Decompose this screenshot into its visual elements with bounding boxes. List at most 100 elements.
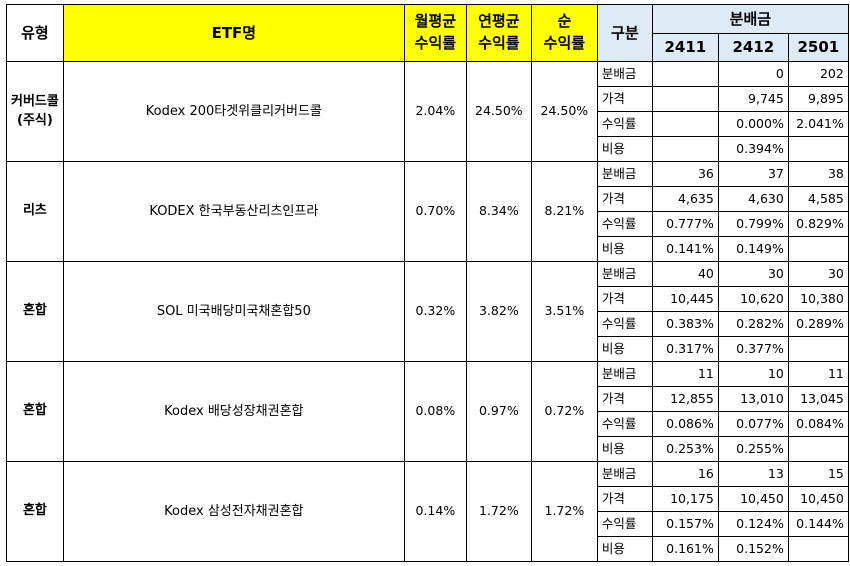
value-cell bbox=[787, 436, 849, 462]
fund-type-line: 커버드콜 bbox=[11, 93, 59, 109]
fund-row: 수익률 0.000% 2.041% bbox=[7, 111, 849, 137]
fund-row: 비용 0.317% 0.377% bbox=[7, 336, 849, 362]
row-label: 비용 bbox=[596, 136, 653, 162]
row-label: 분배금 bbox=[596, 261, 653, 287]
row-label: 비용 bbox=[596, 236, 653, 262]
value-cell: 0.777% bbox=[651, 211, 719, 237]
header-net-return: 순 수익률 bbox=[530, 4, 598, 62]
annual-return: 3.82% bbox=[465, 261, 532, 362]
header-type: 유형 bbox=[6, 4, 64, 62]
row-label: 분배금 bbox=[596, 61, 653, 87]
value-cell: 4,585 bbox=[787, 186, 849, 212]
value-cell: 15 bbox=[787, 461, 849, 487]
row-label: 가격 bbox=[596, 386, 653, 412]
value-cell: 0.141% bbox=[651, 236, 719, 262]
header-monthly-line2: 수익률 bbox=[414, 34, 457, 52]
net-return: 1.72% bbox=[530, 461, 598, 562]
fund-type: 리츠 bbox=[6, 161, 64, 262]
value-cell: 0.161% bbox=[651, 536, 719, 562]
row-label: 수익률 bbox=[596, 411, 653, 437]
value-cell: 0.829% bbox=[787, 211, 849, 237]
value-cell: 9,745 bbox=[717, 86, 789, 112]
header-month-2501: 2501 bbox=[787, 33, 849, 62]
row-label: 가격 bbox=[596, 186, 653, 212]
value-cell: 0.282% bbox=[717, 311, 789, 337]
monthly-return: 0.32% bbox=[403, 261, 467, 362]
value-cell: 10 bbox=[717, 361, 789, 387]
header-annual-return: 연평균 수익률 bbox=[465, 4, 532, 62]
value-cell: 9,895 bbox=[787, 86, 849, 112]
fund-name: Kodex 삼성전자채권혼합 bbox=[62, 461, 405, 562]
value-cell: 2.041% bbox=[787, 111, 849, 137]
value-cell: 0.253% bbox=[651, 436, 719, 462]
monthly-return: 0.08% bbox=[403, 361, 467, 462]
value-cell bbox=[787, 536, 849, 562]
value-cell: 0.124% bbox=[717, 511, 789, 537]
fund-row: 비용 0.161% 0.152% bbox=[7, 536, 849, 562]
value-cell bbox=[787, 136, 849, 162]
value-cell bbox=[651, 136, 719, 162]
row-label: 비용 bbox=[596, 336, 653, 362]
value-cell: 0.317% bbox=[651, 336, 719, 362]
value-cell: 40 bbox=[651, 261, 719, 287]
header-category: 구분 bbox=[596, 4, 653, 62]
fund-type: 혼합 bbox=[6, 361, 64, 462]
value-cell: 30 bbox=[787, 261, 849, 287]
value-cell: 10,620 bbox=[717, 286, 789, 312]
header-month-2412: 2412 bbox=[717, 33, 789, 62]
fund-type-line: 리츠 bbox=[22, 203, 47, 219]
fund-name: Kodex 배당성장채권혼합 bbox=[62, 361, 405, 462]
net-return: 24.50% bbox=[530, 61, 598, 162]
fund-type-line: (주식) bbox=[17, 112, 53, 128]
value-cell: 0 bbox=[717, 61, 789, 87]
value-cell: 202 bbox=[787, 61, 849, 87]
value-cell: 0.394% bbox=[717, 136, 789, 162]
value-cell: 36 bbox=[651, 161, 719, 187]
value-cell: 4,635 bbox=[651, 186, 719, 212]
fund-name: SOL 미국배당미국채혼합50 bbox=[62, 261, 405, 362]
row-label: 수익률 bbox=[596, 211, 653, 237]
fund-row: 비용 0.253% 0.255% bbox=[7, 436, 849, 462]
row-label: 수익률 bbox=[596, 511, 653, 537]
value-cell: 0.077% bbox=[717, 411, 789, 437]
header-annual-line1: 연평균 bbox=[478, 12, 520, 31]
fund-row: 혼합 Kodex 배당성장채권혼합 0.08% 0.97% 0.72% 분배금 11 10 11 bbox=[6, 361, 849, 462]
annual-return: 8.34% bbox=[465, 161, 532, 262]
monthly-return: 0.70% bbox=[403, 161, 467, 262]
value-cell: 0.084% bbox=[787, 411, 849, 437]
etf-table-body: 유형 ETF명 월평균 수익률 연평균 수익률 순 수익률 구분 분배금 241… bbox=[6, 4, 849, 562]
row-label: 비용 bbox=[596, 436, 653, 462]
value-cell: 13,010 bbox=[717, 386, 789, 412]
fund-row: 비용 0.394% bbox=[7, 136, 849, 162]
annual-return: 0.97% bbox=[465, 361, 532, 462]
value-cell: 0.086% bbox=[651, 411, 719, 437]
row-label: 비용 bbox=[596, 536, 653, 562]
header-row-months: 2411 2412 2501 bbox=[7, 33, 849, 62]
value-cell bbox=[787, 336, 849, 362]
value-cell: 30 bbox=[717, 261, 789, 287]
value-cell: 38 bbox=[787, 161, 849, 187]
fund-row: 리츠 KODEX 한국부동산리츠인프라 0.70% 8.34% 8.21% 분배금 36 37… bbox=[6, 161, 849, 262]
header-month-2411: 2411 bbox=[651, 33, 719, 62]
value-cell: 0.255% bbox=[717, 436, 789, 462]
value-cell: 0.149% bbox=[717, 236, 789, 262]
header-net-line1: 순 bbox=[557, 12, 572, 31]
value-cell: 0.000% bbox=[717, 111, 789, 137]
fund-row: 수익률 0.157% 0.124% 0.144% bbox=[7, 511, 849, 537]
fund-row: 혼합 Kodex 삼성전자채권혼합 0.14% 1.72% 1.72% 분배금 16 13 15 bbox=[6, 461, 849, 562]
value-cell: 0.383% bbox=[651, 311, 719, 337]
value-cell: 13 bbox=[717, 461, 789, 487]
value-cell: 0.289% bbox=[787, 311, 849, 337]
row-label: 분배금 bbox=[596, 461, 653, 487]
value-cell bbox=[651, 86, 719, 112]
fund-name: Kodex 200타겟위클리커버드콜 bbox=[62, 61, 405, 162]
header-distribution: 분배금 bbox=[651, 4, 849, 34]
fund-type-line: 혼합 bbox=[22, 403, 47, 419]
row-label: 가격 bbox=[596, 86, 653, 112]
header-monthly-return: 월평균 수익률 bbox=[403, 4, 467, 62]
fund-type: 혼합 bbox=[6, 261, 64, 362]
value-cell: 10,445 bbox=[651, 286, 719, 312]
value-cell: 10,450 bbox=[787, 486, 849, 512]
header-net-line2: 수익률 bbox=[543, 34, 586, 52]
